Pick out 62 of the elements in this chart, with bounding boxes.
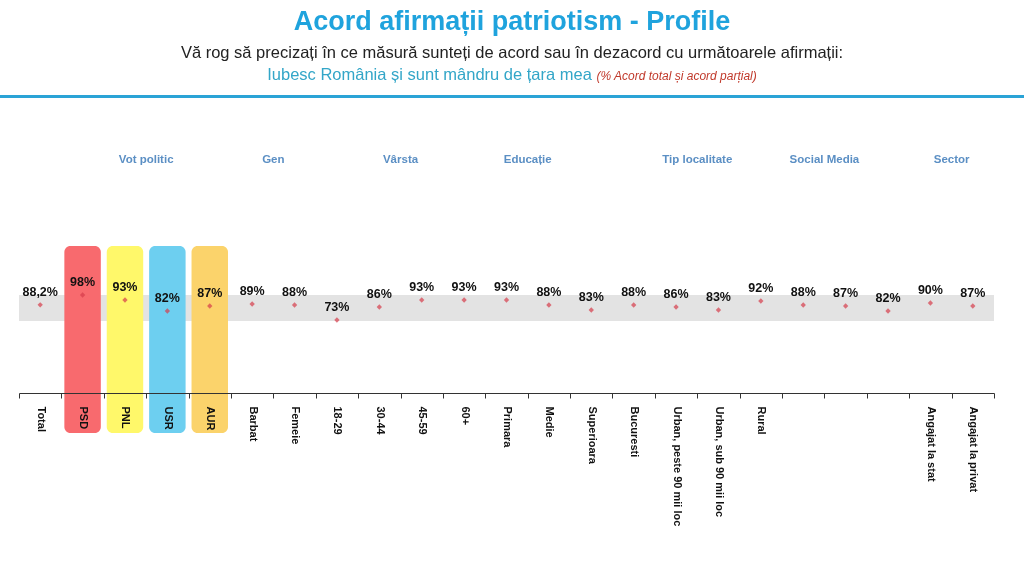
x-tick-label: Angajat la privat xyxy=(968,406,981,493)
x-tick-label: Urban, sub 90 mii loc xyxy=(713,406,726,518)
data-label: 88% xyxy=(621,285,647,299)
data-label: 86% xyxy=(663,287,689,301)
data-label: 92% xyxy=(748,281,774,295)
data-label: 88% xyxy=(282,285,308,299)
x-tick-label: 18-29 xyxy=(332,406,345,435)
x-tick-label: 60+ xyxy=(459,406,472,426)
x-tick-label: USR xyxy=(162,406,175,430)
data-label: 90% xyxy=(917,283,943,297)
x-tick-label: Femeie xyxy=(290,406,303,445)
point xyxy=(37,302,43,308)
x-tick-label: Superioara xyxy=(586,406,599,465)
text: Gen xyxy=(262,153,285,165)
point xyxy=(927,300,934,306)
text: Social Media xyxy=(789,153,860,165)
data-label: 88% xyxy=(790,285,816,299)
x-tick-label: Rural xyxy=(756,406,769,435)
data-label: 93% xyxy=(112,280,138,294)
point xyxy=(842,303,849,309)
x-tick-label: PNL xyxy=(120,406,133,429)
data-label: 83% xyxy=(578,290,604,304)
point xyxy=(715,307,722,313)
data-label: 87% xyxy=(197,286,223,300)
data-label: 87% xyxy=(960,286,986,300)
x-tick-label: Angajat la stat xyxy=(925,406,938,483)
x-tick-label: 30-44 xyxy=(374,406,387,436)
data-label: 87% xyxy=(833,286,859,300)
data-label: 89% xyxy=(239,284,265,298)
data-label: 83% xyxy=(705,290,731,304)
point xyxy=(79,292,86,298)
x-tick-label: 45-59 xyxy=(417,406,430,435)
x-tick-label: Bucuresti xyxy=(629,406,642,458)
point xyxy=(291,302,298,308)
data-label: 98% xyxy=(70,275,96,289)
x-tick-label: PSD xyxy=(78,406,91,430)
data-label: 73% xyxy=(324,300,350,314)
x-tick-label: Barbat xyxy=(247,406,260,442)
point xyxy=(503,297,510,303)
text: Tip localitate xyxy=(662,153,733,165)
data-label: 93% xyxy=(493,280,520,294)
text: Sector xyxy=(933,153,971,165)
text: Vârsta xyxy=(382,153,419,165)
data-label: 82% xyxy=(875,291,901,305)
x-tick-label: Total xyxy=(35,406,48,432)
x-tick-label: Primara xyxy=(502,406,514,449)
x-tick-label: Medie xyxy=(544,406,557,438)
data-label: 93% xyxy=(451,280,477,294)
data-label: 82% xyxy=(154,291,180,305)
data-label: 93% xyxy=(409,280,435,294)
chart-title: Acord afirmații patriotism - Profile xyxy=(292,5,732,37)
text: (% Acord total și acord parțial) xyxy=(596,69,757,83)
chart-subtitle: Vă rog să precizați în ce măsură sunteți de acord sau în dezacord cu următoarele afirmații: xyxy=(179,43,845,62)
x-tick-label: Urban, peste 90 mii loc xyxy=(671,406,684,527)
point xyxy=(164,308,171,314)
data-label: 88% xyxy=(536,285,562,299)
text: Vot politic xyxy=(118,153,175,165)
text: Iubesc România și sunt mândru de țara mea xyxy=(267,65,592,83)
x-tick-label: AUR xyxy=(205,406,218,431)
text: Educație xyxy=(503,153,552,165)
data-label: 86% xyxy=(366,287,392,301)
data-label: 88,2% xyxy=(22,284,58,299)
